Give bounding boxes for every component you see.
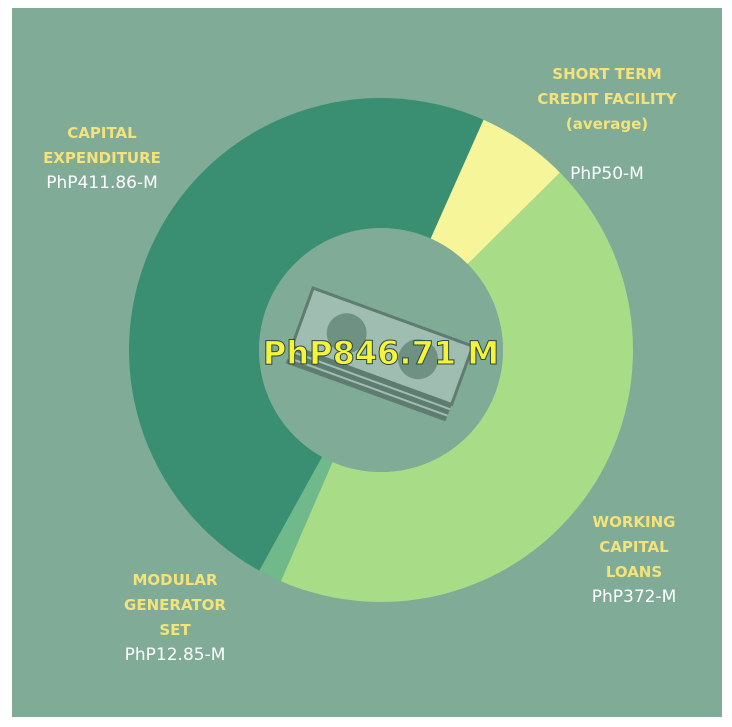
value-label: PhP372-M xyxy=(592,585,677,609)
category-label: WORKING CAPITAL LOANS xyxy=(587,510,682,585)
value-label: PhP50-M xyxy=(570,162,644,186)
value-label: PhP411.86-M xyxy=(46,171,158,195)
category-label: MODULAR GENERATOR SET xyxy=(118,568,233,643)
category-label: CAPITAL EXPENDITURE xyxy=(30,121,175,171)
category-label: SHORT TERM CREDIT FACILITY (average) xyxy=(527,62,687,137)
value-label: PhP12.85-M xyxy=(125,643,226,667)
center-total: PhP846.71 M xyxy=(263,334,499,372)
panel: PhP846.71 M SHORT TERM CREDIT FACILITY (… xyxy=(12,8,722,717)
